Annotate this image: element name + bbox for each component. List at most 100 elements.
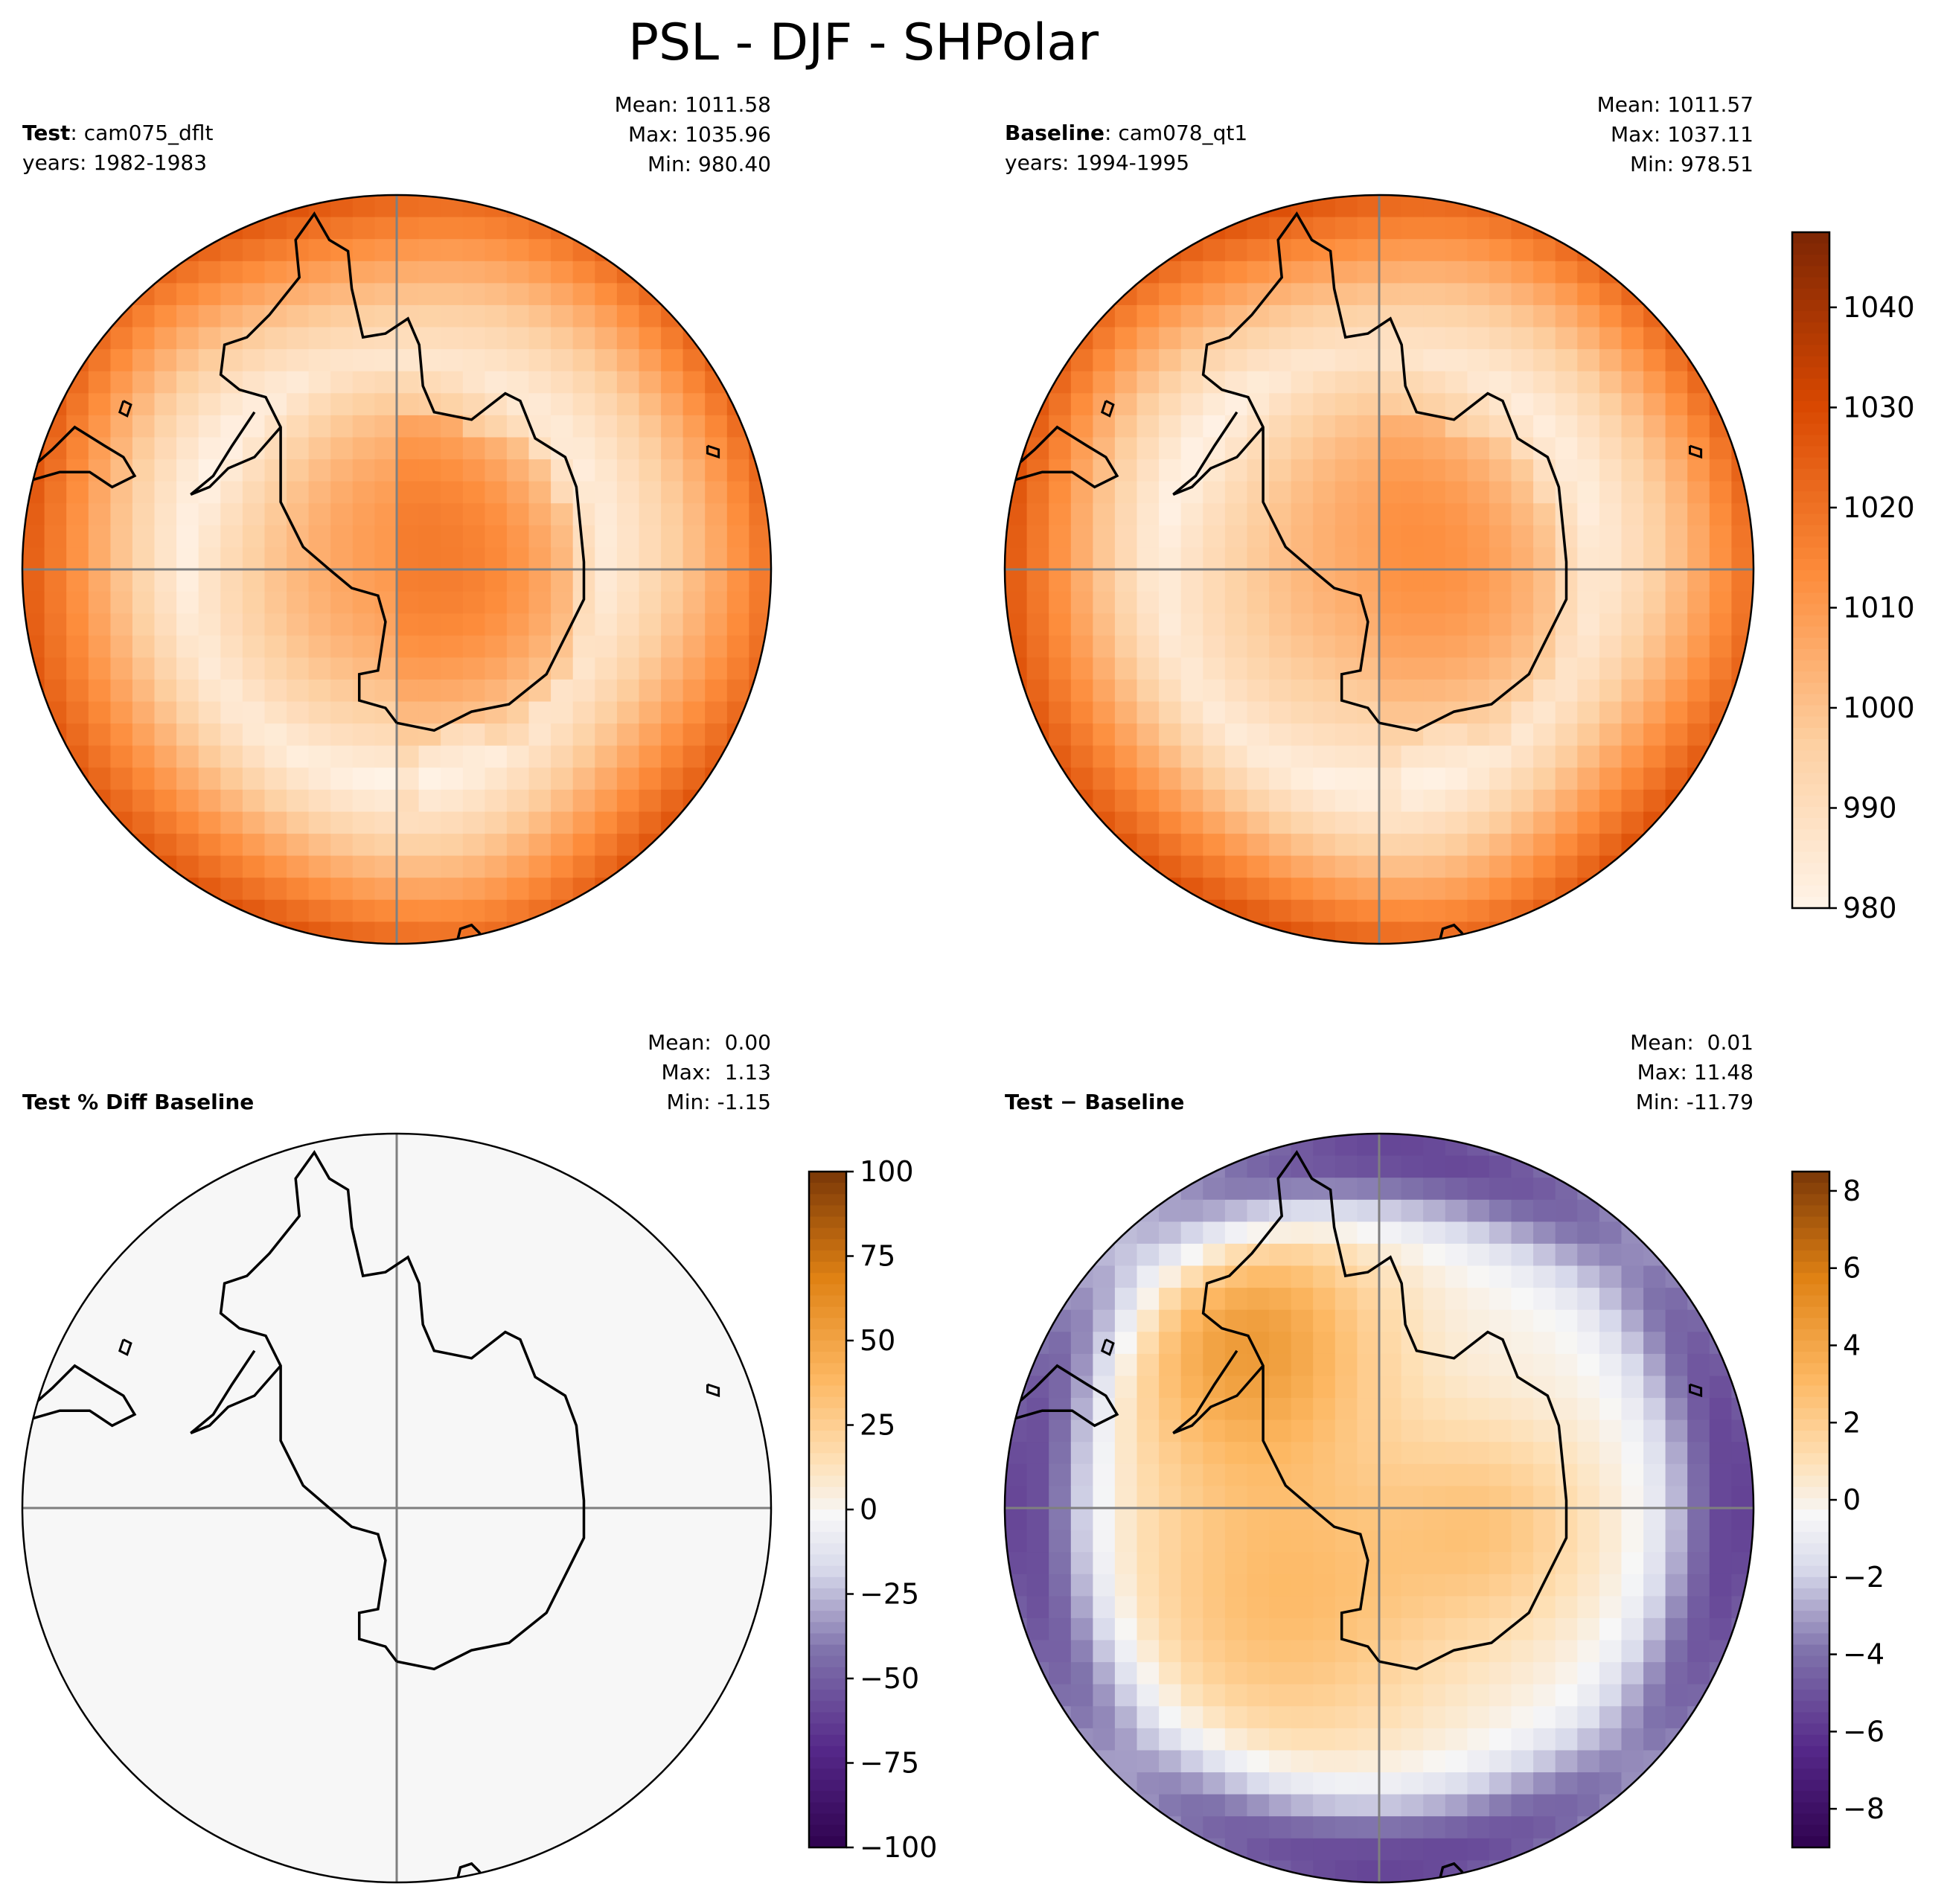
heatmap-cell bbox=[1533, 613, 1556, 636]
heatmap-cell bbox=[1599, 767, 1623, 790]
heatmap-cell bbox=[1137, 1442, 1160, 1465]
heatmap-cell bbox=[1114, 811, 1138, 834]
case-label: Baseline: cam078_qt1 bbox=[1005, 121, 1247, 145]
heatmap-cell bbox=[1489, 1684, 1512, 1707]
heatmap-cell bbox=[639, 459, 662, 482]
heatmap-cell bbox=[1026, 1662, 1049, 1685]
heatmap-cell bbox=[88, 679, 111, 703]
heatmap-cell bbox=[330, 1486, 354, 1509]
heatmap-cell bbox=[616, 1486, 640, 1509]
heatmap-cell bbox=[1313, 1419, 1336, 1443]
heatmap-cell bbox=[616, 415, 640, 438]
heatmap-cell bbox=[1203, 1155, 1226, 1178]
heatmap-cell bbox=[1049, 657, 1072, 680]
heatmap-cell bbox=[1247, 591, 1270, 614]
heatmap-cell bbox=[1533, 1508, 1556, 1531]
heatmap-cell bbox=[1401, 1706, 1424, 1729]
heatmap-cell bbox=[1643, 679, 1666, 703]
heatmap-cell bbox=[1555, 613, 1578, 636]
heatmap-cell bbox=[1203, 1332, 1226, 1355]
heatmap-cell bbox=[1621, 1508, 1644, 1531]
heatmap-cell bbox=[1159, 723, 1182, 747]
colorbar-step bbox=[809, 1521, 846, 1533]
colorbar-step bbox=[809, 1622, 846, 1635]
heatmap-cell bbox=[1137, 1617, 1160, 1641]
colorbar-step bbox=[1792, 1769, 1829, 1780]
colorbar-step bbox=[1792, 502, 1829, 515]
heatmap-cell bbox=[132, 569, 156, 592]
heatmap-cell bbox=[1467, 283, 1490, 306]
heatmap-cell bbox=[1291, 1199, 1314, 1222]
heatmap-cell bbox=[287, 899, 310, 922]
heatmap-cell bbox=[506, 547, 530, 570]
heatmap-cell bbox=[661, 1419, 684, 1443]
colorbar-step bbox=[809, 1374, 846, 1387]
heatmap-cell bbox=[110, 723, 133, 747]
heatmap-cell bbox=[1665, 591, 1688, 614]
heatmap-cell bbox=[1379, 1530, 1402, 1553]
heatmap-cell bbox=[1533, 393, 1556, 416]
heatmap-cell bbox=[1533, 415, 1556, 438]
heatmap-cell bbox=[1313, 1772, 1336, 1795]
colorbar-tick-label: −75 bbox=[860, 1747, 919, 1780]
heatmap-cell bbox=[551, 1617, 574, 1641]
heatmap-cell bbox=[154, 745, 177, 768]
heatmap-cell bbox=[1445, 789, 1468, 813]
heatmap-cell bbox=[1203, 503, 1226, 526]
heatmap-cell bbox=[1269, 1332, 1292, 1355]
heatmap-cell bbox=[132, 1750, 156, 1773]
heatmap-cell bbox=[264, 217, 287, 240]
heatmap-cell bbox=[287, 1750, 310, 1773]
heatmap-cell bbox=[264, 547, 287, 570]
heatmap-cell bbox=[616, 481, 640, 504]
heatmap-cell bbox=[1137, 1398, 1160, 1421]
heatmap-cell bbox=[1357, 1243, 1380, 1267]
heatmap-cell bbox=[88, 1508, 111, 1531]
heatmap-cell bbox=[1247, 1486, 1270, 1509]
heatmap-cell bbox=[1489, 1134, 1512, 1157]
heatmap-cell bbox=[44, 569, 67, 592]
heatmap-cell bbox=[330, 855, 354, 878]
heatmap-cell bbox=[1114, 1463, 1138, 1486]
heatmap-cell bbox=[1599, 1574, 1623, 1597]
heatmap-cell bbox=[572, 327, 595, 350]
heatmap-cell bbox=[1445, 1442, 1468, 1465]
heatmap-cell bbox=[1445, 811, 1468, 834]
heatmap-cell bbox=[132, 1662, 156, 1685]
heatmap-cell bbox=[198, 1728, 221, 1751]
heatmap-cell bbox=[1357, 1134, 1380, 1157]
heatmap-cell bbox=[726, 437, 749, 460]
heatmap-cell bbox=[308, 657, 331, 680]
heatmap-cell bbox=[1665, 1640, 1688, 1663]
heatmap-cell bbox=[287, 1684, 310, 1707]
heatmap-cell bbox=[397, 1134, 420, 1157]
heatmap-cell bbox=[1511, 635, 1534, 658]
heatmap-cell bbox=[1159, 1353, 1182, 1377]
heatmap-cell bbox=[1489, 1265, 1512, 1288]
heatmap-cell bbox=[132, 1617, 156, 1641]
heatmap-cell bbox=[374, 1728, 397, 1751]
heatmap-cell bbox=[1511, 767, 1534, 790]
heatmap-cell bbox=[441, 1574, 464, 1597]
heatmap-cell bbox=[1357, 547, 1380, 570]
heatmap-cell bbox=[110, 503, 133, 526]
heatmap-cell bbox=[528, 1243, 552, 1267]
heatmap-cell bbox=[220, 1816, 243, 1839]
colorbar-step bbox=[1792, 243, 1829, 255]
heatmap-cell bbox=[1511, 1662, 1534, 1685]
heatmap-cell bbox=[1269, 481, 1292, 504]
heatmap-cell bbox=[485, 1816, 508, 1839]
heatmap-cell bbox=[110, 1419, 133, 1443]
colorbar-step bbox=[1792, 874, 1829, 886]
heatmap-cell bbox=[1379, 217, 1402, 240]
heatmap-cell bbox=[1379, 371, 1402, 394]
heatmap-cell bbox=[551, 1486, 574, 1509]
heatmap-cell bbox=[441, 1772, 464, 1795]
heatmap-cell bbox=[308, 261, 331, 284]
heatmap-cell bbox=[1334, 635, 1358, 658]
colorbar-step bbox=[809, 1216, 846, 1229]
heatmap-cell bbox=[287, 723, 310, 747]
heatmap-cell bbox=[1599, 1221, 1623, 1245]
heatmap-cell bbox=[595, 679, 618, 703]
colorbar-step bbox=[809, 1791, 846, 1804]
